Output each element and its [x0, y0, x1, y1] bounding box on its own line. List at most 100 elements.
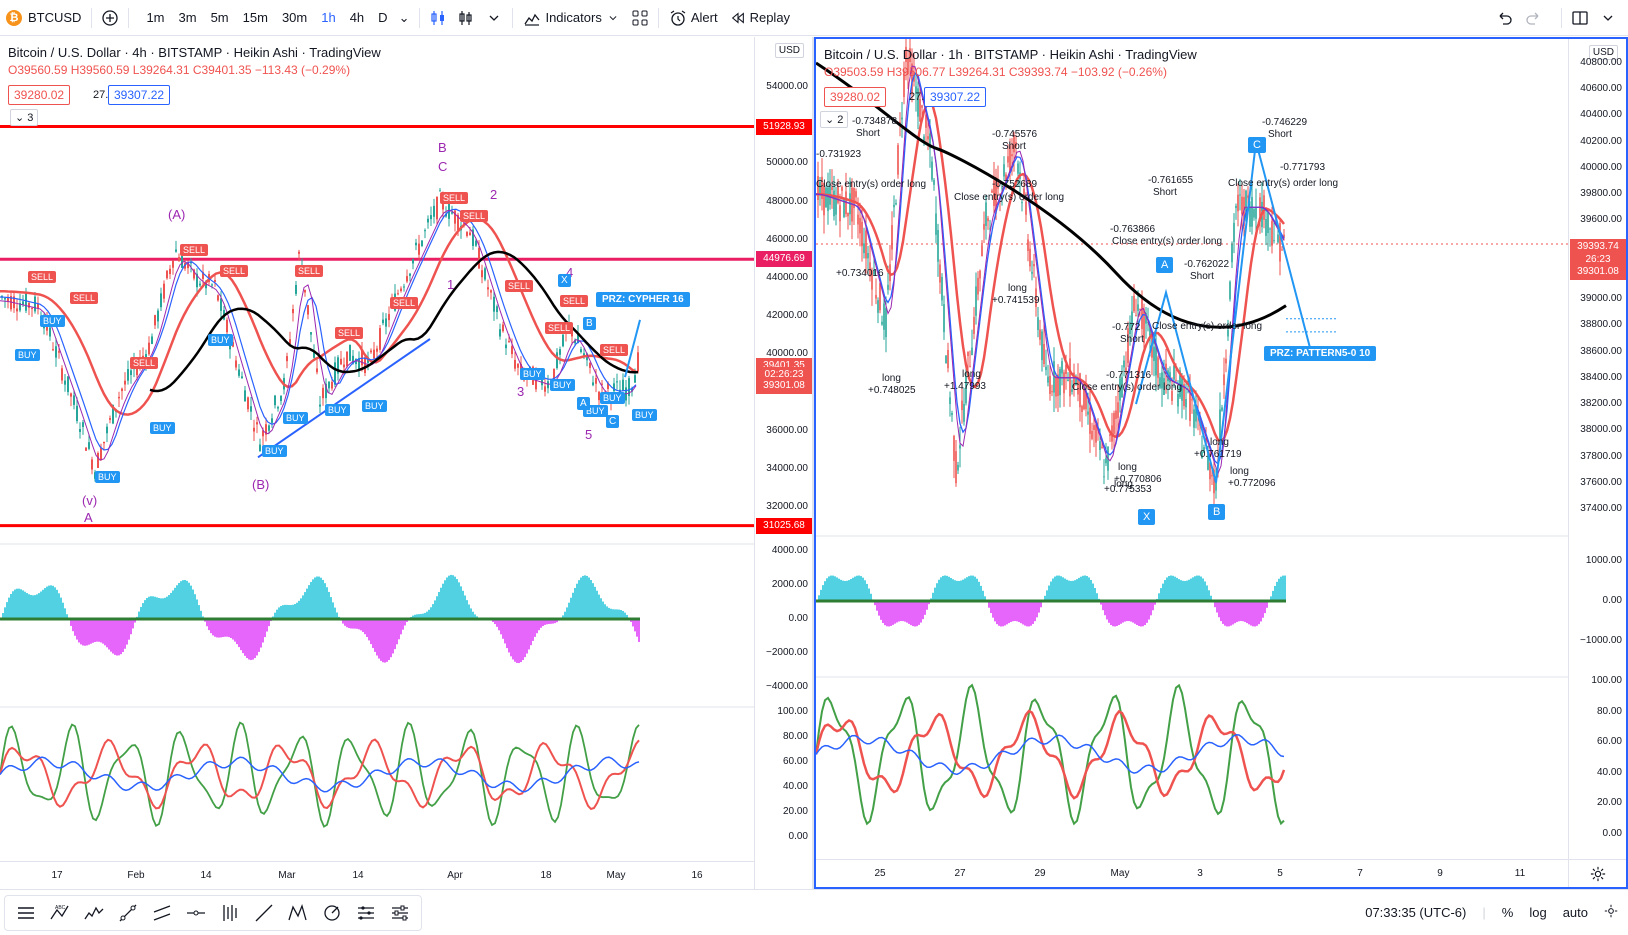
- osc2-axis-label: 60.00: [1596, 736, 1622, 748]
- histogram-bar: [414, 614, 416, 619]
- candle-body: [1201, 452, 1203, 459]
- alert-button[interactable]: Alert: [663, 0, 724, 36]
- time-axis[interactable]: 25 27 29 May 3 5 7 9 11: [816, 859, 1568, 887]
- percent-toggle[interactable]: %: [1501, 905, 1514, 920]
- candle-body: [993, 180, 995, 207]
- timeframe-1m[interactable]: 1m: [146, 10, 165, 25]
- chevron-down-icon[interactable]: ⌄: [398, 9, 410, 25]
- price-axis[interactable]: USD 40800.00 40600.00 40400.00 40200.00 4000…: [1568, 39, 1626, 887]
- chart-legend-title[interactable]: Bitcoin / U.S. Dollar · 1h · BITSTAMP · …: [824, 47, 1197, 62]
- pattern-tool[interactable]: [281, 897, 315, 929]
- settings-button[interactable]: [1604, 904, 1618, 921]
- fib-tool[interactable]: [213, 897, 247, 929]
- histogram-bar: [1028, 601, 1030, 627]
- chart-type-heikin-button[interactable]: [452, 4, 480, 32]
- timeframe-3m[interactable]: 3m: [178, 10, 197, 25]
- measure-tool[interactable]: [349, 897, 383, 929]
- indicators-toggle[interactable]: ⌄ 2: [820, 111, 849, 128]
- histogram-bar: [1200, 576, 1202, 601]
- chart-pane-4h[interactable]: Bitcoin / U.S. Dollar · 4h · BITSTAMP · …: [0, 37, 812, 889]
- candle-body: [211, 284, 213, 286]
- menu-tool[interactable]: [9, 897, 43, 929]
- histogram-bar: [820, 589, 822, 601]
- measure-icon: [358, 905, 374, 920]
- trend-line-tool[interactable]: [111, 897, 145, 929]
- candle-body: [981, 245, 983, 257]
- symbol-search[interactable]: ₿ BTCUSD: [0, 0, 87, 36]
- currency-button[interactable]: USD: [774, 43, 804, 58]
- indicators-button[interactable]: Indicators: [517, 0, 625, 36]
- chart-pane-1h[interactable]: Bitcoin / U.S. Dollar · 1h · BITSTAMP · …: [814, 37, 1628, 889]
- timeframe-D[interactable]: D: [378, 10, 388, 25]
- histogram-bar: [432, 604, 434, 619]
- chart-canvas-4h[interactable]: [0, 37, 812, 889]
- chart-type-bars-button[interactable]: [424, 4, 452, 32]
- parallel-channel-tool[interactable]: [145, 897, 179, 929]
- candle-body: [1067, 379, 1069, 381]
- compare-button[interactable]: [96, 4, 124, 32]
- candle-body: [859, 217, 861, 234]
- layout-button[interactable]: [1566, 4, 1594, 32]
- auto-toggle[interactable]: auto: [1562, 905, 1588, 920]
- histogram-bar: [140, 606, 142, 619]
- pane-divider[interactable]: [812, 37, 814, 889]
- candle-body: [1081, 405, 1083, 412]
- abc-pattern-tool[interactable]: ABC: [43, 897, 77, 929]
- histogram-bar: [818, 595, 820, 601]
- sync-button[interactable]: [1594, 4, 1622, 32]
- candle-body: [544, 386, 546, 392]
- horizontal-line-tool[interactable]: [179, 897, 213, 929]
- buy-price-box[interactable]: 39307.22: [108, 85, 171, 105]
- histogram-bar: [1198, 575, 1200, 601]
- sell-price-box[interactable]: 39280.02: [8, 85, 71, 105]
- indicators-label: Indicators: [545, 10, 602, 25]
- histogram-bar: [430, 607, 432, 619]
- candle-body: [109, 418, 111, 420]
- sell-price-box[interactable]: 39280.02: [824, 87, 887, 107]
- chart-legend-title[interactable]: Bitcoin / U.S. Dollar · 4h · BITSTAMP · …: [8, 45, 381, 60]
- timeframe-15m[interactable]: 15m: [242, 10, 268, 25]
- elliott-wave-tool[interactable]: [77, 897, 111, 929]
- replay-label: Replay: [749, 10, 791, 25]
- candle-body: [905, 46, 907, 63]
- log-toggle[interactable]: log: [1529, 905, 1547, 920]
- histogram-bar: [1094, 588, 1096, 601]
- candle-body: [472, 229, 474, 246]
- replay-button[interactable]: Replay: [724, 0, 796, 36]
- prediction-tool[interactable]: [315, 897, 349, 929]
- histogram-bar: [852, 577, 854, 601]
- chart-canvas-1h[interactable]: [816, 39, 1626, 887]
- redo-button[interactable]: [1519, 4, 1547, 32]
- chart-type-dropdown[interactable]: [480, 4, 508, 32]
- settings-tool[interactable]: [383, 897, 417, 929]
- candle-body: [891, 225, 893, 250]
- buy-price-box[interactable]: 39307.22: [924, 87, 987, 107]
- histogram-bar: [856, 575, 858, 601]
- timeframe-5m[interactable]: 5m: [210, 10, 229, 25]
- histogram-bar: [178, 582, 180, 619]
- indicators-toggle[interactable]: ⌄ 3: [10, 109, 39, 126]
- chart-settings-button[interactable]: [1568, 859, 1626, 887]
- price-axis[interactable]: USD 54000.0052000.0050000.0048000.004600…: [754, 37, 812, 889]
- time-axis[interactable]: 17 Feb 14 Mar 14 Apr 18 May 16: [0, 861, 754, 889]
- templates-button[interactable]: [626, 4, 654, 32]
- price-axis-label: 54000.00: [766, 81, 808, 92]
- candle-body: [987, 218, 989, 222]
- ray-tool[interactable]: [247, 897, 281, 929]
- clock[interactable]: 07:33:35 (UTC-6): [1365, 905, 1467, 920]
- histogram-bar: [534, 619, 536, 637]
- timeframe-1h[interactable]: 1h: [321, 10, 336, 25]
- candle-body: [421, 240, 423, 246]
- gear-icon: [1604, 904, 1618, 918]
- currency-button[interactable]: USD: [1588, 45, 1618, 60]
- undo-button[interactable]: [1491, 4, 1519, 32]
- histogram-bar: [1030, 601, 1032, 626]
- timeframe-30m[interactable]: 30m: [281, 10, 308, 25]
- histogram-bar: [962, 579, 964, 601]
- histogram-bar: [982, 590, 984, 601]
- candle-body: [190, 261, 192, 264]
- timeframe-4h[interactable]: 4h: [349, 10, 365, 25]
- histogram-bar: [110, 619, 112, 652]
- candle-body: [364, 357, 366, 374]
- candle-body: [1279, 222, 1281, 262]
